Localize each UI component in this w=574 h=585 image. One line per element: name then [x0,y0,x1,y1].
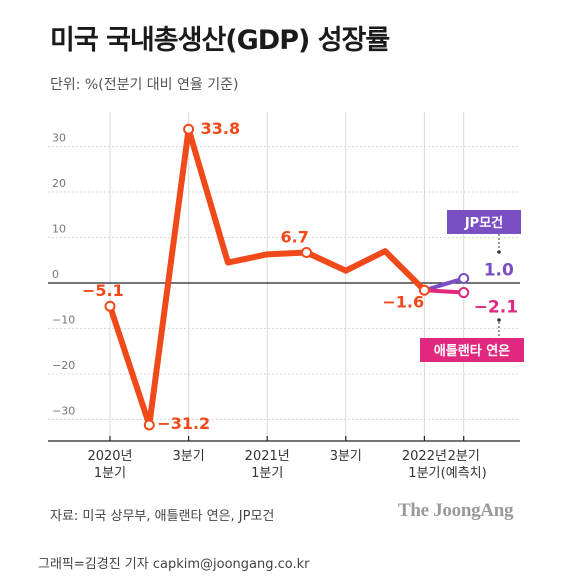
leader-dot [497,250,501,254]
legend-label-jp-morgan: JP모건 [464,215,503,231]
unit-note: 단위: %(전분기 대비 연율 기준) [50,77,239,93]
x-tick-label: 3분기 [330,449,362,464]
data-label: 6.7 [281,228,309,247]
y-tick-label: 20 [52,177,66,190]
chart-title: 미국 국내총생산(GDP) 성장률 [50,25,390,56]
x-tick-label: 2022년 [402,449,447,464]
data-point-marker [418,284,430,296]
x-tick-label: 1분기 [251,466,283,481]
x-tick-label: 2020년 [87,449,132,464]
data-label: 33.8 [201,119,240,138]
data-label: −5.1 [82,281,124,300]
y-tick-label: −30 [52,405,75,418]
data-label: −31.2 [157,414,210,433]
data-point-marker [301,247,312,259]
y-tick-label: 10 [52,223,66,236]
leader-dot [497,318,501,322]
x-tick-label: 1분기 [94,466,126,481]
x-tick-label: 2분기 [448,449,480,464]
y-tick-label: −20 [52,359,75,372]
forecast-point-marker [458,287,470,299]
legend-label-atlanta-fed: 애틀랜타 연은 [434,343,510,359]
axis-layer: 30 20 10 0 −10 −20 −30 2020년 1분기 3분기 2021년 1분기 3분기 20… [48,132,520,481]
series-line-actual [107,126,428,428]
x-tick-label: 1분기 [408,466,440,481]
data-point-marker [183,123,195,135]
x-tick-label: 3분기 [172,449,204,464]
source-note: 자료: 미국 상무부, 애틀랜타 연은, JP모건 [50,509,275,524]
forecast-value-jp-morgan: 1.0 [484,260,514,280]
series-line-jp-morgan [422,276,466,293]
legend-box-jp-morgan [447,210,521,234]
brand-logo: The JoongAng [398,500,514,521]
data-point-marker [143,419,155,431]
series-layer [104,123,470,431]
y-tick-label: 0 [52,268,59,281]
x-tick-label: (예측치) [441,466,487,481]
x-tick-label: 2021년 [245,449,290,464]
data-label: −1.6 [382,292,424,311]
grid-layer [48,112,520,441]
series-line-atlanta-fed [422,288,466,295]
graphic-credit: 그래픽=김경진 기자 capkim@joongang.co.kr [38,557,310,572]
y-tick-label: −10 [52,314,75,327]
legend-box-atlanta-fed [420,338,524,362]
forecast-point-marker [458,272,470,284]
y-tick-label: 30 [52,132,66,145]
data-point-marker [104,300,116,312]
forecast-value-atlanta-fed: −2.1 [474,298,518,318]
